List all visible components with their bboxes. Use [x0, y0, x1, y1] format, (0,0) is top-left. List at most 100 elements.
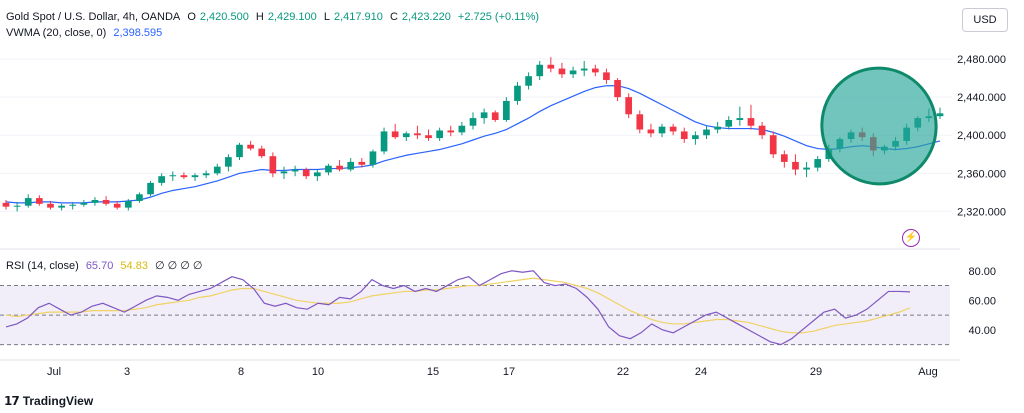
- candle-body: [225, 157, 232, 167]
- candle: [814, 156, 822, 172]
- candle: [692, 131, 699, 145]
- change-value: +2.725 (+0.11%): [457, 11, 540, 23]
- rsi-ma-line: [5, 277, 911, 334]
- low-value: 2,417.910: [333, 11, 383, 23]
- candle-body: [436, 130, 443, 139]
- vwma-value: 2,398.595: [113, 27, 163, 39]
- candle-body: [247, 144, 254, 149]
- candle: [269, 152, 277, 178]
- candle: [436, 127, 443, 141]
- candle: [69, 201, 77, 210]
- candle: [302, 167, 310, 180]
- currency-button[interactable]: USD: [962, 8, 1008, 32]
- candle: [558, 62, 566, 79]
- candle: [247, 140, 254, 151]
- vwma-line: [5, 85, 941, 204]
- candle-body: [402, 133, 410, 138]
- candle-body: [547, 64, 555, 69]
- candle-body: [625, 97, 633, 115]
- candle-body: [491, 112, 499, 120]
- candles: [2, 57, 944, 212]
- symbol-title[interactable]: Gold Spot / U.S. Dollar, 4h, OANDA: [6, 11, 181, 23]
- candle: [425, 129, 432, 141]
- candle-body: [725, 120, 733, 127]
- candle-body: [591, 68, 599, 73]
- candle-body: [13, 205, 21, 207]
- candle: [147, 180, 154, 197]
- candle-body: [803, 167, 810, 170]
- vwma-label[interactable]: VWMA (20, close, 0): [6, 27, 107, 39]
- candle-body: [102, 200, 110, 204]
- candle: [47, 200, 54, 210]
- candle: [580, 60, 588, 77]
- candle: [536, 60, 544, 80]
- candle: [169, 171, 177, 181]
- candle: [569, 66, 577, 79]
- candle: [469, 112, 477, 130]
- candle-body: [24, 198, 32, 206]
- lightning-icon[interactable]: ⚡: [902, 229, 920, 247]
- candle-body: [614, 80, 621, 98]
- open-label: O: [187, 11, 196, 23]
- candle: [102, 196, 110, 206]
- candle: [124, 199, 132, 211]
- rsi-header: RSI (14, close) 65.70 54.83 ∅ ∅ ∅ ∅: [6, 259, 207, 272]
- candle: [614, 78, 621, 101]
- candle: [191, 173, 199, 181]
- candle: [80, 200, 88, 207]
- candle: [480, 108, 488, 124]
- candle-body: [603, 72, 610, 80]
- price-tick-label: 2,400.000: [957, 130, 1006, 142]
- close-label: C: [389, 11, 398, 23]
- candle: [136, 192, 143, 203]
- candle: [625, 93, 633, 119]
- candle-body: [169, 175, 177, 177]
- candle-body: [325, 165, 332, 173]
- candle: [391, 123, 399, 140]
- time-tick-label: Aug: [918, 366, 938, 378]
- candle: [525, 72, 532, 90]
- candle-body: [236, 144, 243, 158]
- candle: [213, 163, 221, 176]
- rsi-extra-values: ∅ ∅ ∅ ∅: [155, 260, 203, 272]
- candle: [24, 194, 32, 208]
- candle: [736, 106, 744, 126]
- candle-body: [425, 135, 432, 139]
- candle: [36, 195, 43, 206]
- candle: [936, 107, 944, 120]
- candle-body: [514, 85, 521, 101]
- candle-body: [658, 126, 666, 134]
- candle-body: [936, 113, 944, 117]
- low-label: L: [323, 11, 330, 23]
- candle-body: [113, 203, 121, 208]
- candle: [158, 173, 166, 186]
- candle-body: [736, 118, 744, 120]
- candle-body: [480, 112, 488, 119]
- time-tick-label: 17: [503, 366, 515, 378]
- candle-body: [124, 200, 132, 208]
- candle-body: [747, 118, 755, 126]
- candle: [236, 142, 243, 160]
- candle: [291, 165, 299, 177]
- candle-body: [458, 125, 466, 133]
- rsi-label[interactable]: RSI (14, close): [6, 260, 79, 272]
- candle: [2, 200, 10, 210]
- candle-body: [569, 70, 577, 75]
- rsi-value: 65.70: [85, 260, 114, 272]
- brand-name: TradingView: [22, 394, 94, 408]
- candle-body: [47, 203, 54, 208]
- candle: [636, 110, 644, 134]
- price-tick-label: 2,440.000: [957, 92, 1006, 104]
- tradingview-brand[interactable]: 𝟭𝟳 TradingView: [4, 394, 93, 408]
- vwma-series-line: [5, 85, 941, 204]
- candle: [113, 200, 121, 210]
- candle: [769, 131, 777, 159]
- time-tick-label: 10: [312, 366, 324, 378]
- candle: [547, 57, 555, 73]
- candle-body: [369, 151, 377, 165]
- candle: [402, 131, 410, 141]
- candle: [603, 68, 610, 84]
- high-value: 2,429.100: [267, 11, 317, 23]
- candle-body: [558, 68, 566, 75]
- candle: [725, 116, 733, 130]
